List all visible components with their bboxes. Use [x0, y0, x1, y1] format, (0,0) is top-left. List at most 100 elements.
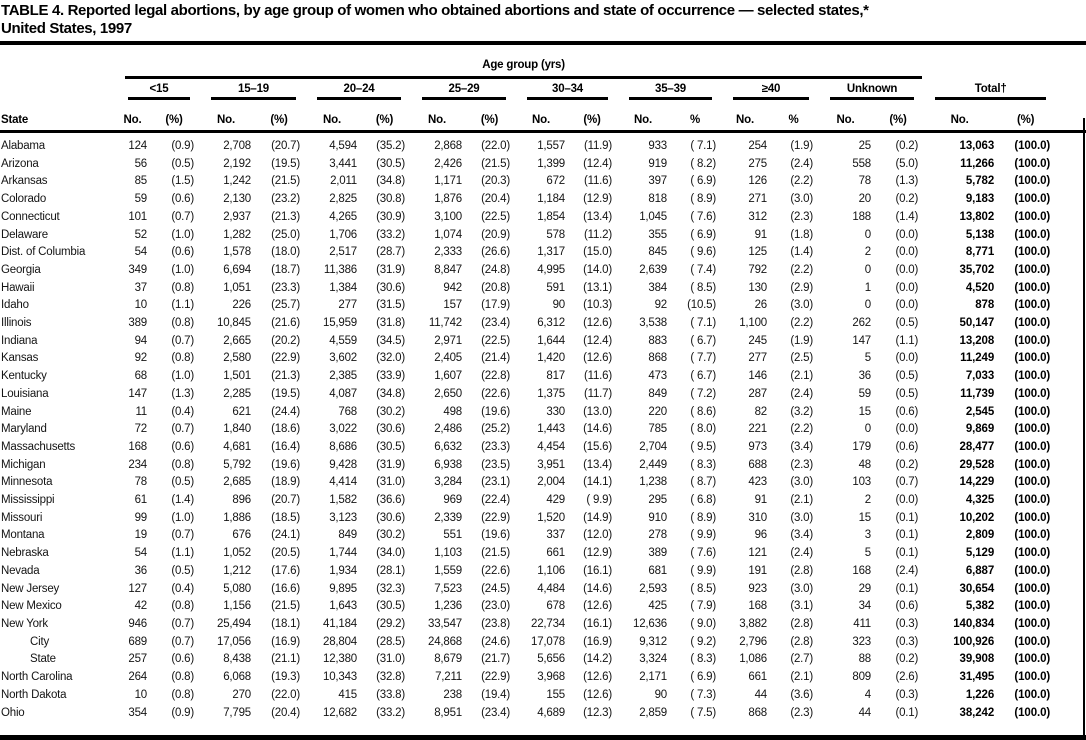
cell-no: 415	[338, 688, 357, 701]
cell-no: 85	[134, 175, 148, 188]
cell-pct: (100.0)	[1014, 511, 1051, 524]
cell-pct: (24.6)	[481, 635, 510, 648]
table-row: Idaho 10 (1.1) 226 (25.7) 277 (31.5) 157 (17.9) 9…	[0, 297, 1086, 315]
cell-pct: (18.7)	[271, 263, 300, 276]
cell-pct: (0.7)	[895, 476, 919, 489]
table-row: Massachusetts 168 (0.6) 4,681 (16.4) 8,686 (30…	[0, 439, 1086, 457]
bottom-rule	[0, 735, 1086, 740]
group-header-20-24: 20–24	[304, 79, 409, 100]
cell-no: 896	[232, 494, 251, 507]
cell-pct: (2.2)	[790, 317, 813, 330]
cell-pct: (100.0)	[1014, 175, 1051, 188]
cell-no: 1,559	[434, 564, 462, 577]
cell-pct: (22.8)	[481, 370, 510, 383]
cell-no: 191	[748, 564, 767, 577]
cell-no: 2,171	[639, 671, 667, 684]
cell-pct: (100.0)	[1014, 246, 1051, 259]
cell-no: 22,734	[531, 617, 565, 630]
cell-no: 681	[648, 564, 667, 577]
cell-no: 28,804	[323, 635, 357, 648]
table-row: Ohio 354 (0.9) 7,795 (20.4) 12,682 (33.2) 8,951…	[0, 705, 1086, 723]
cell-no: 1,520	[537, 511, 565, 524]
cell-pct: (31.9)	[376, 263, 405, 276]
cell-pct: (22.0)	[271, 688, 300, 701]
span-header-spacer	[0, 45, 115, 79]
cell-no: 672	[546, 175, 565, 188]
cell-no: 330	[546, 405, 565, 418]
cell-pct: (0.8)	[171, 600, 194, 613]
cell-pct: (100.0)	[1014, 476, 1051, 489]
cell-pct: (18.6)	[271, 423, 300, 436]
cell-no: 6,632	[434, 440, 462, 453]
cell-no: 768	[338, 405, 357, 418]
state-name: Missouri	[1, 511, 43, 524]
cell-pct: (100.0)	[1014, 582, 1051, 595]
table-row: Illinois 389 (0.8) 10,845 (21.6) 15,959 (31.8)…	[0, 315, 1086, 333]
cell-pct: (21.1)	[271, 653, 300, 666]
cell-pct: (3.0)	[790, 582, 813, 595]
cell-no: 0	[864, 263, 871, 276]
cell-no: 2,580	[223, 352, 251, 365]
cell-no: 13,063	[959, 140, 995, 152]
cell-pct: (24.8)	[481, 263, 510, 276]
cell-pct: ( 9.2)	[690, 635, 716, 648]
cell-no: 1,607	[434, 370, 462, 383]
cell-pct: (12.6)	[583, 600, 612, 613]
cell-pct: (100.0)	[1014, 210, 1051, 223]
cell-no: 4,325	[965, 494, 995, 507]
cell-pct: (32.0)	[376, 352, 405, 365]
cell-pct: (0.0)	[895, 299, 919, 312]
cell-no: 101	[128, 210, 147, 223]
cell-no: 1,051	[223, 281, 251, 294]
cell-no: 130	[748, 281, 767, 294]
cell-no: 245	[748, 334, 767, 347]
cell-pct: ( 8.5)	[690, 281, 716, 294]
cell-no: 36	[134, 564, 148, 577]
col-15-19-no: No.	[198, 100, 254, 133]
table-row: Nevada 36 (0.5) 1,212 (17.6) 1,934 (28.1) 1,559…	[0, 563, 1086, 581]
cell-pct: ( 6.7)	[690, 370, 716, 383]
cell-no: 41,184	[323, 617, 357, 630]
row-right-spacer	[1054, 173, 1086, 191]
cell-pct: (0.2)	[895, 458, 919, 471]
cell-pct: (1.8)	[790, 228, 813, 241]
cell-no: 337	[546, 529, 565, 542]
cell-pct: (30.5)	[376, 157, 405, 170]
cell-no: 179	[852, 440, 871, 453]
cell-pct: (35.2)	[376, 140, 405, 152]
cell-no: 125	[748, 246, 767, 259]
table-row: Mississippi 61 (1.4) 896 (20.7) 1,582 (36.6) 96…	[0, 492, 1086, 510]
state-name: New Mexico	[1, 600, 62, 613]
cell-pct: (12.4)	[583, 157, 612, 170]
cell-no: 4,265	[329, 210, 357, 223]
table-row: Alabama 124 (0.9) 2,708 (20.7) 4,594 (35.2) 2,8…	[0, 132, 1086, 156]
cell-pct: (2.4)	[790, 547, 813, 560]
cell-no: 277	[748, 352, 767, 365]
cell-pct: (2.3)	[790, 458, 813, 471]
table-row: Colorado 59 (0.6) 2,130 (23.2) 2,825 (30.8) 1,8…	[0, 191, 1086, 209]
cell-pct: (11.6)	[584, 175, 612, 188]
cell-pct: (2.4)	[790, 387, 813, 400]
cell-no: 287	[748, 387, 767, 400]
cell-pct: (12.6)	[583, 317, 612, 330]
cell-pct: (20.2)	[271, 334, 300, 347]
cell-no: 3,284	[434, 476, 462, 489]
cell-pct: (18.9)	[271, 476, 300, 489]
table-row: North Carolina 264 (0.8) 6,068 (19.3) 10,343 (…	[0, 669, 1086, 687]
cell-no: 1,886	[223, 511, 251, 524]
right-edge-line	[1083, 118, 1085, 737]
cell-pct: (0.4)	[171, 405, 194, 418]
cell-no: 473	[648, 370, 667, 383]
col-35-39-no: No.	[616, 100, 670, 133]
table-row: Dist. of Columbia 54 (0.6) 1,578 (18.0) 2,517…	[0, 244, 1086, 262]
state-name: Maryland	[1, 423, 47, 436]
cell-no: 8,847	[434, 263, 462, 276]
cell-no: 4,454	[537, 440, 565, 453]
cell-pct: (2.3)	[790, 706, 813, 719]
row-right-spacer	[1054, 333, 1086, 351]
cell-no: 140,834	[953, 617, 995, 630]
cell-no: 11,266	[960, 157, 995, 170]
cell-no: 4	[864, 688, 871, 701]
cell-pct: (12.0)	[583, 529, 612, 542]
cell-no: 6,312	[537, 317, 565, 330]
